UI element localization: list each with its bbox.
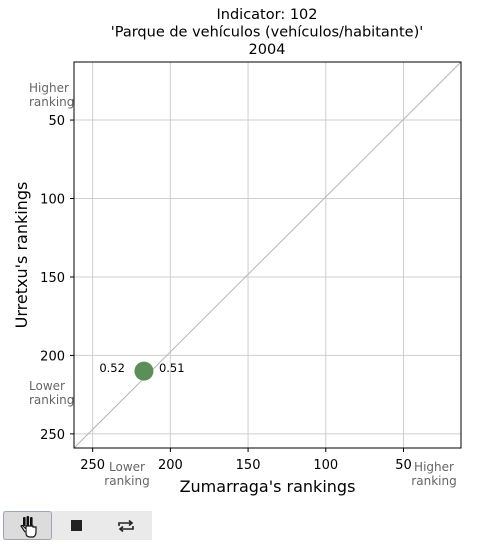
x-hint-higher-ranking: Higher — [414, 460, 454, 474]
x-hint-lower-ranking: Lower — [109, 460, 145, 474]
ranking-chart: Indicator: 102 'Parque de vehículos (vehí… — [12, 7, 462, 496]
y-axis-ticks: 50 100 150 200 250 — [40, 114, 74, 443]
data-points: 0.52 0.51 — [99, 361, 185, 381]
pan-hand-icon — [19, 515, 37, 538]
x-hint-lower-ranking: ranking — [104, 474, 149, 488]
ranking-hints: HigherrankingLowerrankingLowerrankingHig… — [29, 81, 457, 488]
x-tick-label: 250 — [80, 458, 105, 473]
data-point — [134, 361, 154, 381]
grid — [74, 62, 461, 448]
stop-button[interactable] — [52, 511, 101, 540]
toolbar — [3, 511, 152, 540]
y-hint-higher-ranking: ranking — [29, 95, 74, 109]
chart-title: Indicator: 102 'Parque de vehículos (vehí… — [111, 7, 423, 58]
y-tick-label: 250 — [40, 428, 65, 443]
x-axis-ticks: 250 200 150 100 50 — [80, 448, 412, 473]
x-tick-label: 50 — [395, 458, 412, 473]
x-hint-higher-ranking: ranking — [411, 474, 456, 488]
y-axis-label: Urretxu's rankings — [12, 182, 31, 329]
y-tick-label: 150 — [40, 271, 65, 286]
y-hint-lower-ranking: Lower — [29, 379, 65, 393]
y-hint-higher-ranking: Higher — [29, 81, 69, 95]
point-right-label: 0.51 — [159, 361, 185, 375]
y-tick-label: 100 — [40, 193, 65, 208]
y-tick-label: 200 — [40, 349, 65, 364]
x-tick-label: 100 — [313, 458, 338, 473]
y-tick-label: 50 — [48, 114, 65, 129]
x-axis-label: Zumarraga's rankings — [180, 477, 356, 496]
chart-title-line: Indicator: 102 — [217, 7, 318, 23]
x-tick-label: 200 — [158, 458, 183, 473]
chart-title-line: 2004 — [249, 42, 286, 58]
x-tick-label: 150 — [236, 458, 261, 473]
y-hint-lower-ranking: ranking — [29, 393, 74, 407]
plot-area — [73, 61, 462, 449]
repeat-arrows-icon — [117, 519, 134, 532]
repeat-button[interactable] — [101, 511, 150, 540]
pan-button[interactable] — [3, 511, 52, 540]
point-left-label: 0.52 — [99, 361, 125, 375]
diagonal-reference-line — [73, 61, 462, 449]
stop-square-icon — [70, 519, 82, 531]
chart-title-line: 'Parque de vehículos (vehículos/habitant… — [111, 25, 423, 41]
